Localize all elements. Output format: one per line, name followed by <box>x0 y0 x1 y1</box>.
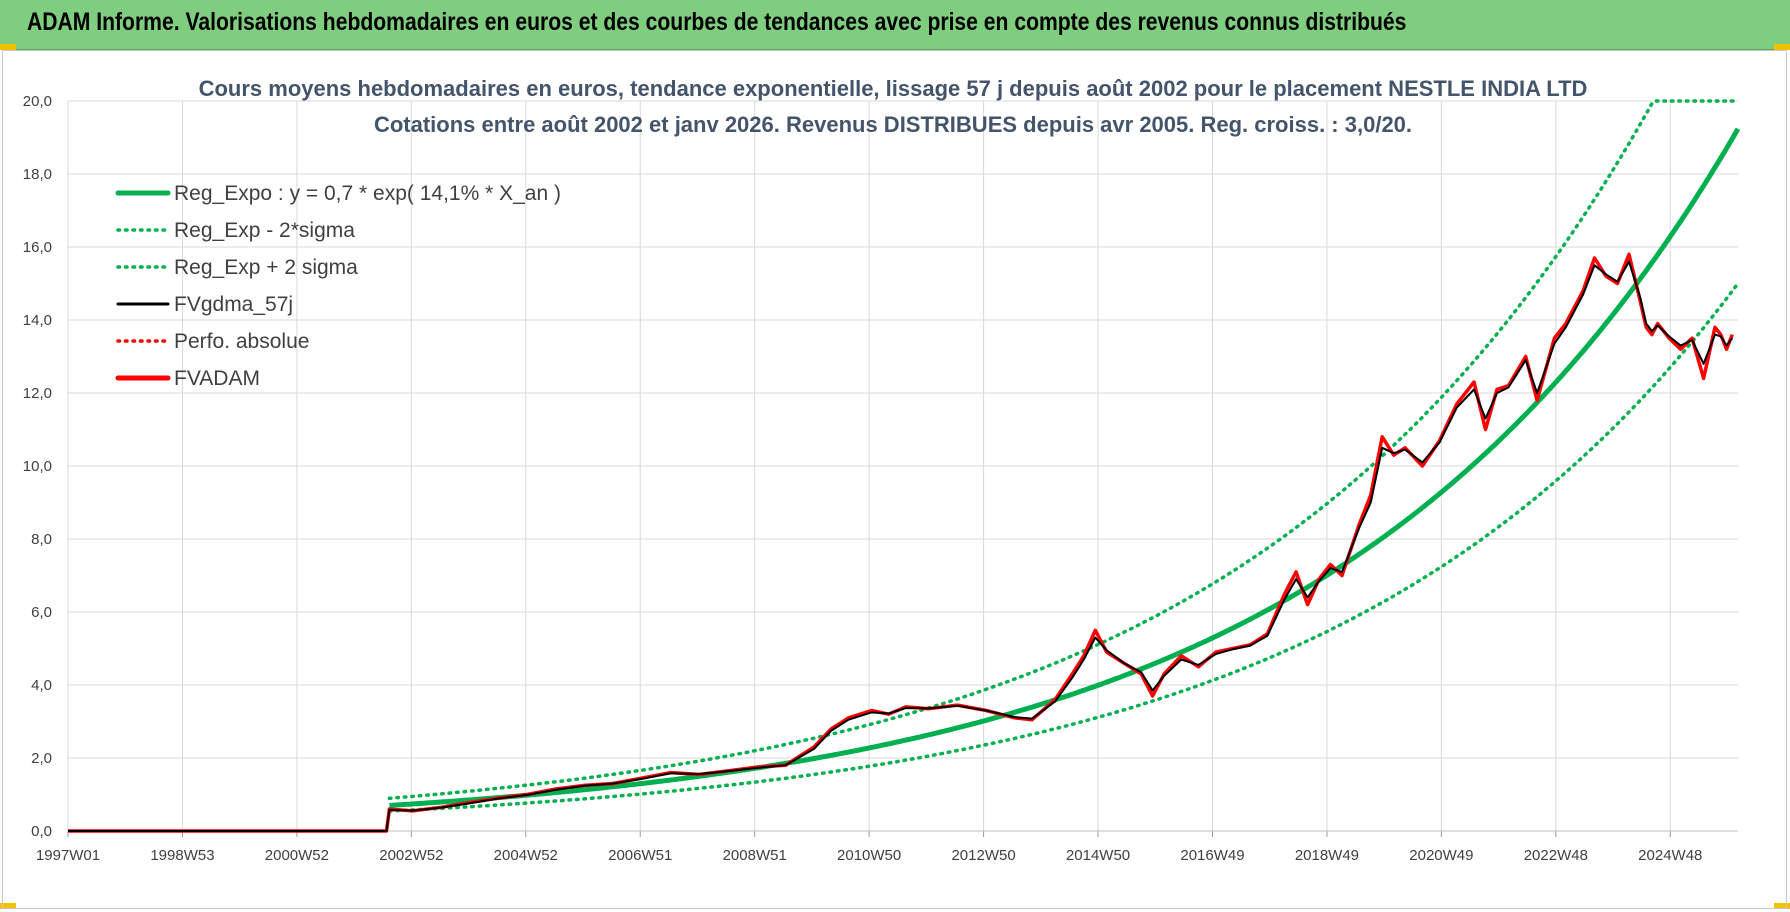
grid <box>67 100 1738 832</box>
legend-label: Reg_Exp + 2 sigma <box>174 256 358 279</box>
corner-marker <box>0 44 16 50</box>
x-tick-label: 2022W48 <box>1524 847 1588 864</box>
legend-label: FVgdma_57j <box>174 293 293 316</box>
y-tick-label: 16,0 <box>23 239 52 256</box>
y-tick-label: 6,0 <box>31 604 52 621</box>
y-tick-label: 12,0 <box>23 385 52 402</box>
y-tick-label: 0,0 <box>31 823 52 840</box>
legend-label: Perfo. absolue <box>174 330 309 353</box>
x-tick-label: 2000W52 <box>265 847 329 864</box>
legend-perfo-absolue: Perfo. absolue <box>116 330 309 353</box>
corner-marker <box>1774 44 1790 50</box>
legend-label: Reg_Expo : y = 0,7 * exp( 14,1% * X_an ) <box>174 182 561 205</box>
legend-label: FVADAM <box>174 367 260 390</box>
x-tick-label: 2010W50 <box>837 847 901 864</box>
chart-subtitle: Cotations entre août 2002 et janv 2026. … <box>374 112 1412 137</box>
axes: 0,0 2,0 4,0 6,0 8,0 10,0 12,0 14,0 16,0 18,0 20,0 1… <box>23 93 1738 864</box>
x-tick-label: 2016W49 <box>1180 847 1244 864</box>
legend-fvgdma: FVgdma_57j <box>116 293 293 316</box>
x-tick-label: 2014W50 <box>1066 847 1130 864</box>
fvadam-line <box>68 252 1734 833</box>
legend-fvadam: FVADAM <box>115 367 260 390</box>
corner-marker <box>1774 903 1790 909</box>
plot-area <box>68 99 1741 833</box>
legend-reg-expo: Reg_Expo : y = 0,7 * exp( 14,1% * X_an ) <box>115 182 561 205</box>
legend-reg-exp-plus: Reg_Exp + 2 sigma <box>116 256 358 279</box>
legend-reg-exp-minus: Reg_Exp - 2*sigma <box>116 219 355 242</box>
legend-label: Reg_Exp - 2*sigma <box>174 219 355 242</box>
x-tick-label: 2004W52 <box>494 847 558 864</box>
y-tick-label: 18,0 <box>23 166 52 183</box>
reg-expo-line <box>389 127 1741 808</box>
chart-title: Cours moyens hebdomadaires en euros, ten… <box>199 76 1588 101</box>
y-tick-label: 14,0 <box>23 312 52 329</box>
x-tick-label: 2002W52 <box>379 847 443 864</box>
x-tick-label: 2008W51 <box>723 847 787 864</box>
x-tick-label: 1997W01 <box>36 847 100 864</box>
x-tick-label: 2024W48 <box>1638 847 1702 864</box>
chart-frame <box>2 50 1787 909</box>
x-tick-label: 2020W49 <box>1409 847 1473 864</box>
y-tick-label: 4,0 <box>31 677 52 694</box>
y-tick-label: 20,0 <box>23 93 52 110</box>
fvgdma-57j-line <box>68 260 1734 832</box>
reg-exp-plus-2sigma-line <box>387 99 1740 801</box>
legend: Reg_Expo : y = 0,7 * exp( 14,1% * X_an )… <box>115 182 561 390</box>
x-tick-label: 1998W53 <box>150 847 214 864</box>
reg-exp-minus-2sigma-line <box>387 281 1740 813</box>
x-tick-label: 2018W49 <box>1295 847 1359 864</box>
x-tick-label: 2012W50 <box>951 847 1015 864</box>
banner-title: ADAM Informe. Valorisations hebdomadaire… <box>27 8 1407 36</box>
x-tick-label: 2006W51 <box>608 847 672 864</box>
y-tick-label: 10,0 <box>23 458 52 475</box>
y-tick-label: 8,0 <box>31 531 52 548</box>
corner-marker <box>0 903 16 909</box>
title-banner: ADAM Informe. Valorisations hebdomadaire… <box>0 0 1790 50</box>
y-tick-label: 2,0 <box>31 750 52 767</box>
